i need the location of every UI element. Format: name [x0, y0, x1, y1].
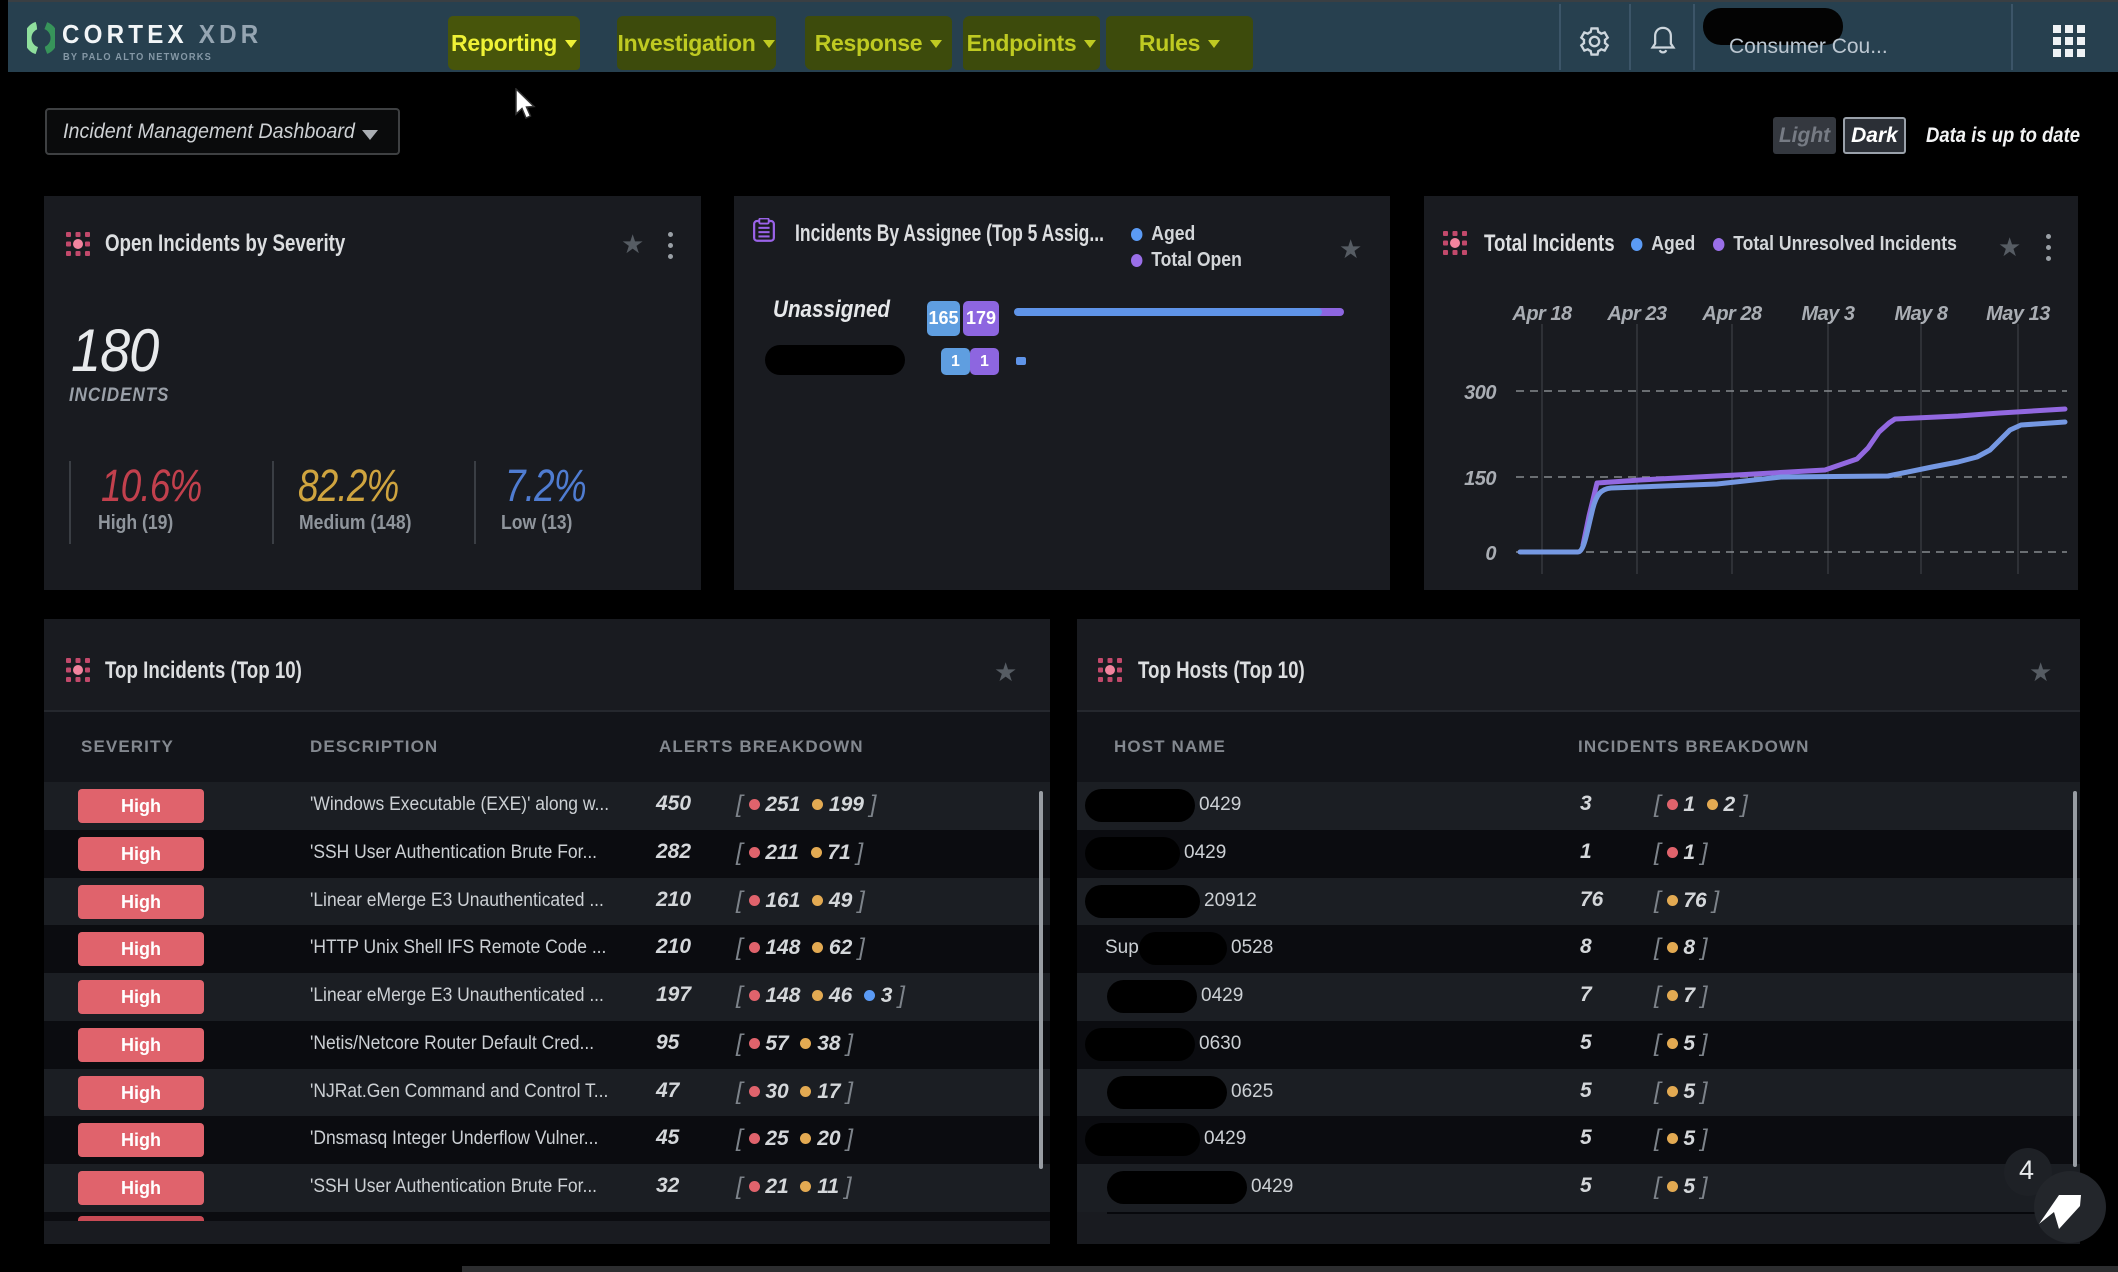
svg-text:0: 0 [1485, 543, 1496, 565]
svg-text:300: 300 [1464, 382, 1496, 404]
svg-text:Apr 18: Apr 18 [1511, 303, 1573, 325]
svg-text:Apr 28: Apr 28 [1701, 303, 1763, 325]
svg-text:May 13: May 13 [1986, 303, 2050, 325]
svg-text:May 3: May 3 [1801, 303, 1854, 325]
svg-text:Apr 23: Apr 23 [1606, 303, 1667, 325]
svg-text:May 8: May 8 [1894, 303, 1948, 325]
svg-text:150: 150 [1464, 468, 1496, 490]
